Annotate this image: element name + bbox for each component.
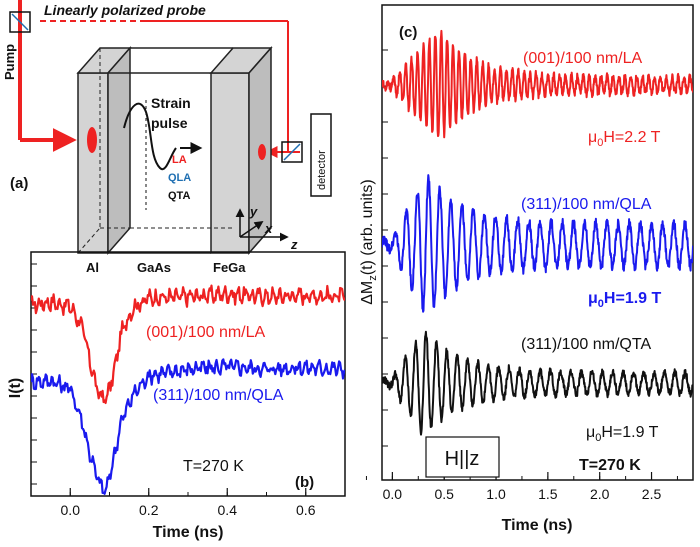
detector-box bbox=[310, 113, 332, 197]
chart-b-temperature-label: T=270 K bbox=[183, 458, 244, 475]
chart-c-ticks: 0.0 0.5 1.0 1.5 2.0 2.5 bbox=[365, 49, 678, 502]
chart-b-series-line bbox=[31, 284, 345, 405]
axis-y-label: y bbox=[249, 204, 258, 219]
strain-label-2: pulse bbox=[151, 115, 188, 131]
pump-spot bbox=[87, 127, 97, 153]
chart-b-series bbox=[31, 284, 345, 495]
chart-c-xtick-label: 2.5 bbox=[642, 486, 662, 502]
chart-c-field-direction-box bbox=[425, 436, 500, 478]
chart-b-xtick-label: 0.6 bbox=[296, 502, 316, 518]
layer-label-al: Al bbox=[86, 260, 99, 275]
chart-c-series-2-field: μ0H=1.9 T bbox=[588, 290, 662, 310]
chart-c-series-3-label: (311)/100 nm/QTA bbox=[521, 336, 651, 353]
chart-c-xlabel: Time (ns) bbox=[502, 517, 573, 534]
chart-c-field-direction-label: H||z bbox=[445, 448, 480, 470]
panel-a-label: (a) bbox=[10, 175, 28, 192]
layer-label-gaas: GaAs bbox=[137, 260, 171, 275]
axis-x-label: x bbox=[264, 221, 273, 236]
box-hidden-edge-2 bbox=[77, 227, 101, 254]
chart-c-series bbox=[382, 29, 693, 436]
al-plate-side bbox=[107, 46, 131, 255]
chart-b: 0.0 0.2 0.4 0.6 (001)/100 nm/LA (311)/100 n… bbox=[7, 251, 346, 541]
chart-c-xtick-label: 1.5 bbox=[538, 486, 558, 502]
chart-c-ylabel: ΔMz(t) (arb. units) bbox=[359, 179, 379, 305]
axis-x-arrow bbox=[239, 220, 264, 238]
probe-label: Linearly polarized probe bbox=[44, 2, 206, 18]
chart-b-ticks: 0.0 0.2 0.4 0.6 bbox=[30, 263, 346, 518]
chart-c-xtick-label: 0.5 bbox=[434, 486, 454, 502]
detector-splitter-mirror bbox=[283, 143, 301, 161]
beam-splitter bbox=[9, 11, 31, 33]
fega-plate-front bbox=[210, 72, 250, 254]
detector-splitter bbox=[281, 141, 303, 163]
chart-b-series-2-label: (311)/100 nm/QLA bbox=[153, 387, 284, 404]
chart-b-panel-label: (b) bbox=[295, 474, 314, 491]
chart-c-series-3-field: μ0H=1.9 T bbox=[586, 424, 659, 444]
chart-c-xtick-label: 0.0 bbox=[383, 486, 403, 502]
strain-pulse-curve bbox=[123, 102, 177, 171]
axis-z-label: z bbox=[290, 237, 298, 252]
chart-b-xtick-label: 0.4 bbox=[218, 502, 238, 518]
chart-c-panel-label: (c) bbox=[399, 24, 417, 41]
chart-b-series-line bbox=[31, 358, 345, 495]
detector-label: detector bbox=[316, 150, 328, 190]
chart-b-xtick-label: 0.0 bbox=[61, 502, 81, 518]
wave-label-qla: QLA bbox=[168, 172, 191, 184]
chart-c-xtick-label: 1.0 bbox=[486, 486, 506, 502]
chart-c-xtick-label: 2.0 bbox=[590, 486, 610, 502]
wave-label-qta: QTA bbox=[168, 190, 190, 202]
chart-c-series-line bbox=[382, 29, 693, 139]
chart-c-series-1-label: (001)/100 nm/LA bbox=[523, 50, 643, 67]
chart-c-series-line bbox=[382, 330, 693, 436]
schematic-panel: Strain pulse LA QLA QTA detector y x z L… bbox=[2, 0, 332, 275]
chart-c-series-1-field: μ0H=2.2 T bbox=[588, 129, 661, 149]
chart-b-series-1-label: (001)/100 nm/LA bbox=[146, 324, 266, 341]
chart-c-series-2-label: (311)/100 nm/QLA bbox=[521, 196, 652, 213]
probe-spot bbox=[258, 144, 266, 160]
al-plate-front bbox=[77, 72, 109, 254]
chart-b-xlabel: Time (ns) bbox=[153, 524, 224, 541]
pump-label: Pump bbox=[2, 44, 17, 80]
layer-label-fega: FeGa bbox=[213, 260, 246, 275]
chart-c-temperature-label: T=270 K bbox=[579, 457, 641, 474]
wave-label-la: LA bbox=[172, 154, 187, 166]
chart-c-series-line bbox=[382, 174, 693, 313]
chart-b-xtick-label: 0.2 bbox=[139, 502, 159, 518]
chart-b-ylabel: I(t) bbox=[7, 378, 24, 398]
chart-c: 0.0 0.5 1.0 1.5 2.0 2.5 (001)/100 nm/LA μ0H=2… bbox=[359, 4, 694, 534]
beam-splitter-mirror bbox=[11, 13, 29, 31]
strain-label-1: Strain bbox=[151, 95, 191, 111]
